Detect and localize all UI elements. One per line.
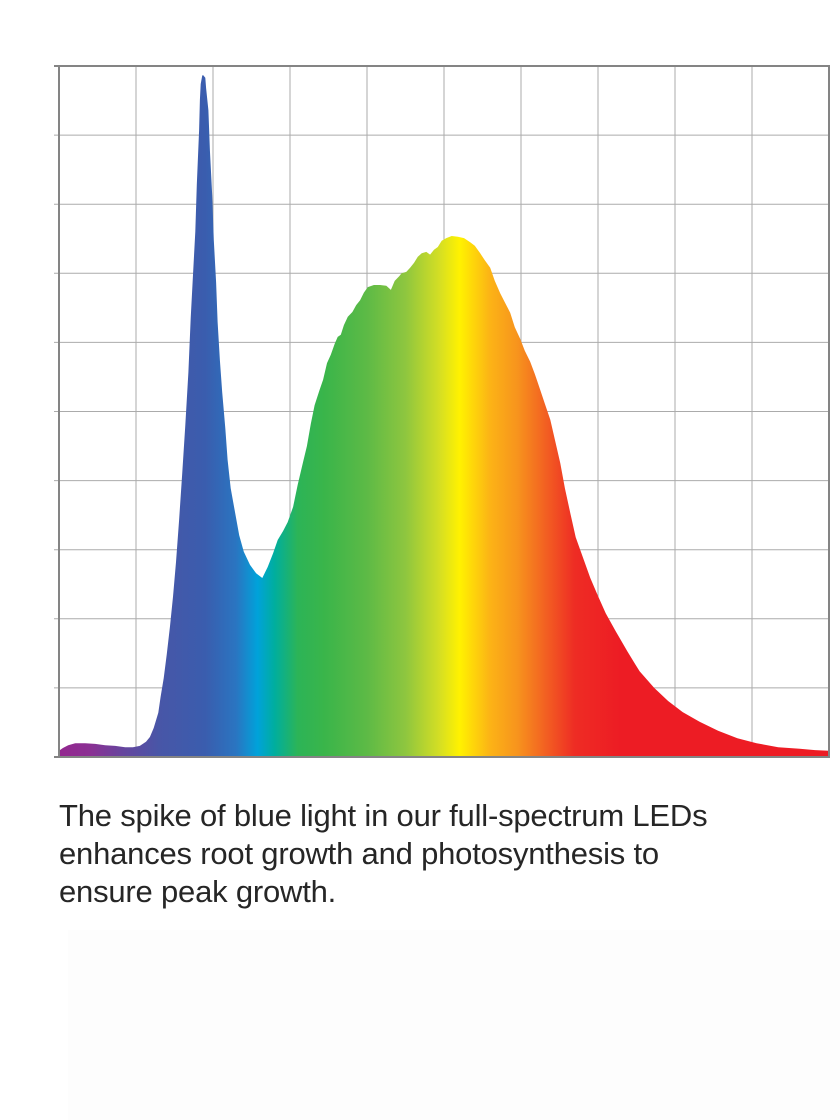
spectrum-chart-svg [54, 65, 830, 758]
page-shade-artifact [68, 930, 840, 1120]
caption-line-3: ensure peak growth. [59, 874, 337, 909]
caption-line-2: enhances root growth and photosynthesis … [59, 836, 659, 871]
caption-line-1: The spike of blue light in our full-spec… [59, 798, 708, 833]
caption: The spike of blue light in our full-spec… [59, 797, 789, 911]
spectrum-area [59, 75, 829, 757]
plot-border [54, 65, 830, 758]
spectrum-chart [54, 65, 830, 758]
